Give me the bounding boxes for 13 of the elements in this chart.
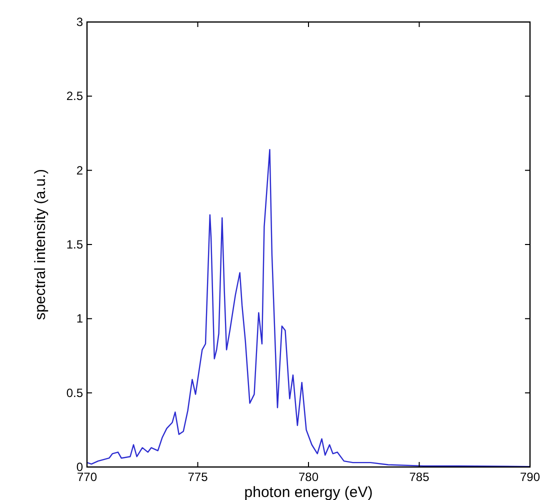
x-tick-label: 790	[520, 470, 540, 484]
line-series	[87, 148, 530, 468]
x-tick-label: 775	[188, 470, 208, 484]
y-tick-label: 2	[76, 163, 84, 178]
y-tick-label: 1.5	[66, 238, 84, 252]
x-tick-label: 780	[298, 470, 319, 484]
x-axis-title: photon energy (eV)	[244, 484, 373, 500]
y-tick-label: 2.5	[66, 89, 84, 104]
y-tick-label: 1	[76, 312, 84, 326]
y-tick-label: 0.5	[66, 386, 84, 400]
y-axis-title: spectral intensity (a.u.)	[32, 169, 49, 320]
y-tick-label: 3	[76, 15, 84, 29]
x-tick-label: 785	[409, 470, 430, 484]
